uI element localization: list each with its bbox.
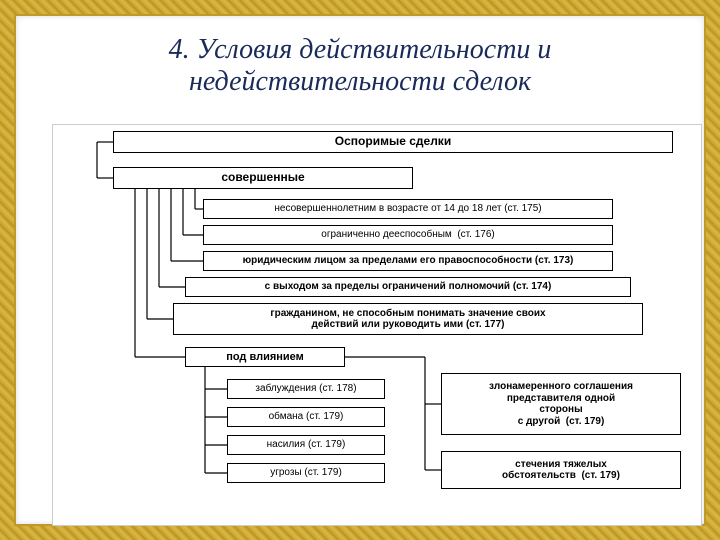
title-line-1: 4. Условия действительности и bbox=[169, 34, 552, 65]
node-b2: обмана (ст. 179) bbox=[227, 407, 385, 427]
node-infl: под влиянием bbox=[185, 347, 345, 367]
page-title: 4. Условия действительности и недействит… bbox=[16, 34, 704, 98]
node-done: совершенные bbox=[113, 167, 413, 189]
node-b3: насилия (ст. 179) bbox=[227, 435, 385, 455]
node-a5: гражданином, не способным понимать значе… bbox=[173, 303, 643, 335]
node-b4: угрозы (ст. 179) bbox=[227, 463, 385, 483]
content-panel: 4. Условия действительности и недействит… bbox=[14, 14, 706, 526]
node-a4: с выходом за пределы ограничений полномо… bbox=[185, 277, 631, 297]
ornamental-frame: 4. Условия действительности и недействит… bbox=[0, 0, 720, 540]
node-root: Оспоримые сделки bbox=[113, 131, 673, 153]
node-a2: ограниченно дееспособным (ст. 176) bbox=[203, 225, 613, 245]
node-a1: несовершеннолетним в возрасте от 14 до 1… bbox=[203, 199, 613, 219]
node-a3: юридическим лицом за пределами его право… bbox=[203, 251, 613, 271]
node-b1: заблуждения (ст. 178) bbox=[227, 379, 385, 399]
title-line-2: недействительности сделок bbox=[189, 66, 531, 97]
node-c1: злонамеренного соглашения представителя … bbox=[441, 373, 681, 435]
diagram-canvas: Оспоримые сделки совершенные несовершеннол… bbox=[52, 124, 702, 526]
node-c2: стечения тяжелых обстоятельств (ст. 179) bbox=[441, 451, 681, 489]
